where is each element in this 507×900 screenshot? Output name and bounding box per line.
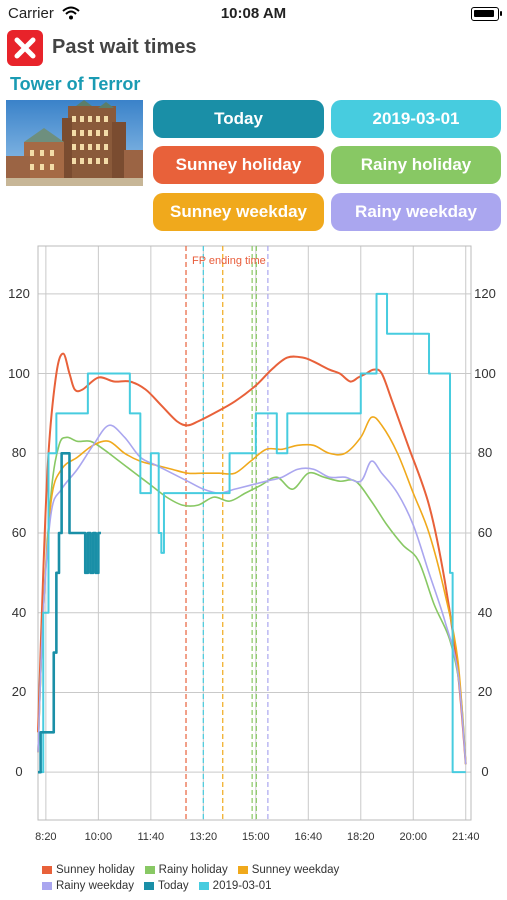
y-tick-label: 80	[11, 445, 27, 461]
series-line-rainy-weekday	[37, 424, 467, 765]
sunney-holiday-button[interactable]: Sunney holiday	[153, 146, 324, 184]
y-tick-label: 20	[11, 684, 27, 700]
y-tick-label: 0	[15, 764, 23, 780]
clock: 10:08 AM	[220, 5, 287, 22]
legend-label: Rainy weekday	[56, 880, 134, 892]
legend-swatch	[42, 866, 52, 874]
rainy-holiday-button[interactable]: Rainy holiday	[331, 146, 501, 184]
legend-swatch	[42, 882, 52, 890]
legend-label: 2019-03-01	[212, 880, 272, 892]
legend-label: Sunney weekday	[251, 864, 340, 876]
today-button[interactable]: Today	[153, 100, 324, 138]
y-tick-label-right: 120	[474, 285, 496, 301]
y-tick-label: 120	[8, 285, 30, 301]
sunney-weekday-button-label: Sunney weekday	[169, 202, 307, 221]
fp-ending-time-label: FP ending time	[192, 255, 266, 267]
y-tick-label-right: 20	[477, 684, 493, 700]
legend-item: Sunney holiday	[42, 864, 135, 876]
attraction-name: Tower of Terror	[10, 74, 141, 94]
close-icon	[14, 37, 36, 59]
legend-label: Today	[157, 880, 189, 892]
legend-swatch	[198, 882, 209, 890]
x-tick-label: 20:00	[399, 831, 428, 843]
status-bar: Carrier 10:08 AM	[0, 0, 507, 28]
rainy-weekday-button-label: Rainy weekday	[355, 202, 477, 221]
sunney-holiday-button-label: Sunney holiday	[175, 155, 302, 174]
legend-item: Rainy weekday	[42, 880, 134, 892]
y-tick-label-right: 0	[481, 764, 489, 780]
battery-icon	[471, 7, 502, 21]
y-tick-label-right: 80	[477, 445, 493, 461]
legend-label: Sunney holiday	[56, 864, 135, 876]
legend-swatch	[144, 866, 155, 874]
series-line-sunney-holiday	[37, 352, 467, 765]
legend-item: Rainy holiday	[144, 864, 228, 876]
x-tick-label: 10:00	[84, 831, 113, 843]
y-tick-label-right: 60	[477, 525, 493, 540]
x-tick-label: 16:40	[294, 831, 323, 843]
close-button[interactable]	[7, 30, 43, 66]
carrier-label: Carrier	[8, 5, 54, 22]
legend-swatch	[237, 866, 248, 874]
y-tick-label: 100	[8, 365, 30, 381]
date-button[interactable]: 2019-03-01	[331, 100, 501, 138]
series-line-rainy-holiday	[37, 436, 467, 765]
series-line-today	[38, 451, 101, 774]
y-tick-label: 40	[11, 604, 27, 620]
rainy-weekday-button[interactable]: Rainy weekday	[331, 193, 501, 231]
legend-label: Rainy holiday	[158, 864, 228, 876]
today-button-label: Today	[214, 109, 263, 128]
legend-item: 2019-03-01	[198, 880, 272, 892]
plot-frame	[37, 245, 472, 821]
x-tick-label: 21:40	[451, 831, 480, 843]
legend-swatch	[143, 882, 154, 890]
series-line-sunney-weekday	[37, 416, 467, 765]
page-title: Past wait times	[52, 36, 197, 58]
x-tick-label: 11:40	[137, 831, 165, 843]
x-tick-label: 13:20	[189, 831, 218, 843]
chart-legend: Sunney holiday Rainy holiday Sunney week…	[42, 862, 482, 894]
sunney-weekday-button[interactable]: Sunney weekday	[153, 193, 324, 231]
x-tick-label: 18:20	[347, 831, 375, 843]
date-button-label: 2019-03-01	[372, 109, 460, 128]
legend-item: Sunney weekday	[237, 864, 340, 876]
wait-time-chart: FP ending time 0 20 40 60 80 100 120 0 20 40 60 80…	[0, 238, 507, 900]
attraction-photo	[6, 100, 143, 186]
wifi-icon	[62, 6, 80, 20]
y-tick-label-right: 100	[474, 365, 496, 381]
y-tick-label: 60	[11, 525, 27, 540]
series-line-2019-03-01	[38, 292, 466, 774]
x-tick-label: 8:20	[35, 831, 57, 843]
rainy-holiday-button-label: Rainy holiday	[360, 155, 472, 174]
y-tick-label-right: 40	[477, 604, 493, 620]
chart-canvas	[37, 245, 472, 821]
legend-item: Today	[143, 880, 189, 892]
x-tick-label: 15:00	[242, 831, 270, 843]
